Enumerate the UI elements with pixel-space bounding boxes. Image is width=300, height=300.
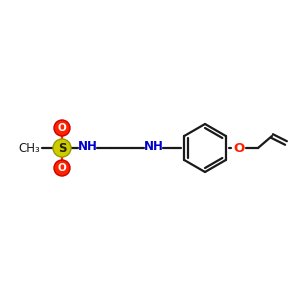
Text: O: O	[233, 142, 244, 154]
Text: NH: NH	[78, 140, 98, 154]
Circle shape	[54, 160, 70, 176]
Text: O: O	[58, 163, 66, 173]
Text: O: O	[58, 123, 66, 133]
Text: S: S	[58, 142, 66, 154]
Circle shape	[53, 139, 71, 157]
Circle shape	[54, 120, 70, 136]
Text: CH₃: CH₃	[18, 142, 40, 154]
Text: NH: NH	[144, 140, 164, 154]
